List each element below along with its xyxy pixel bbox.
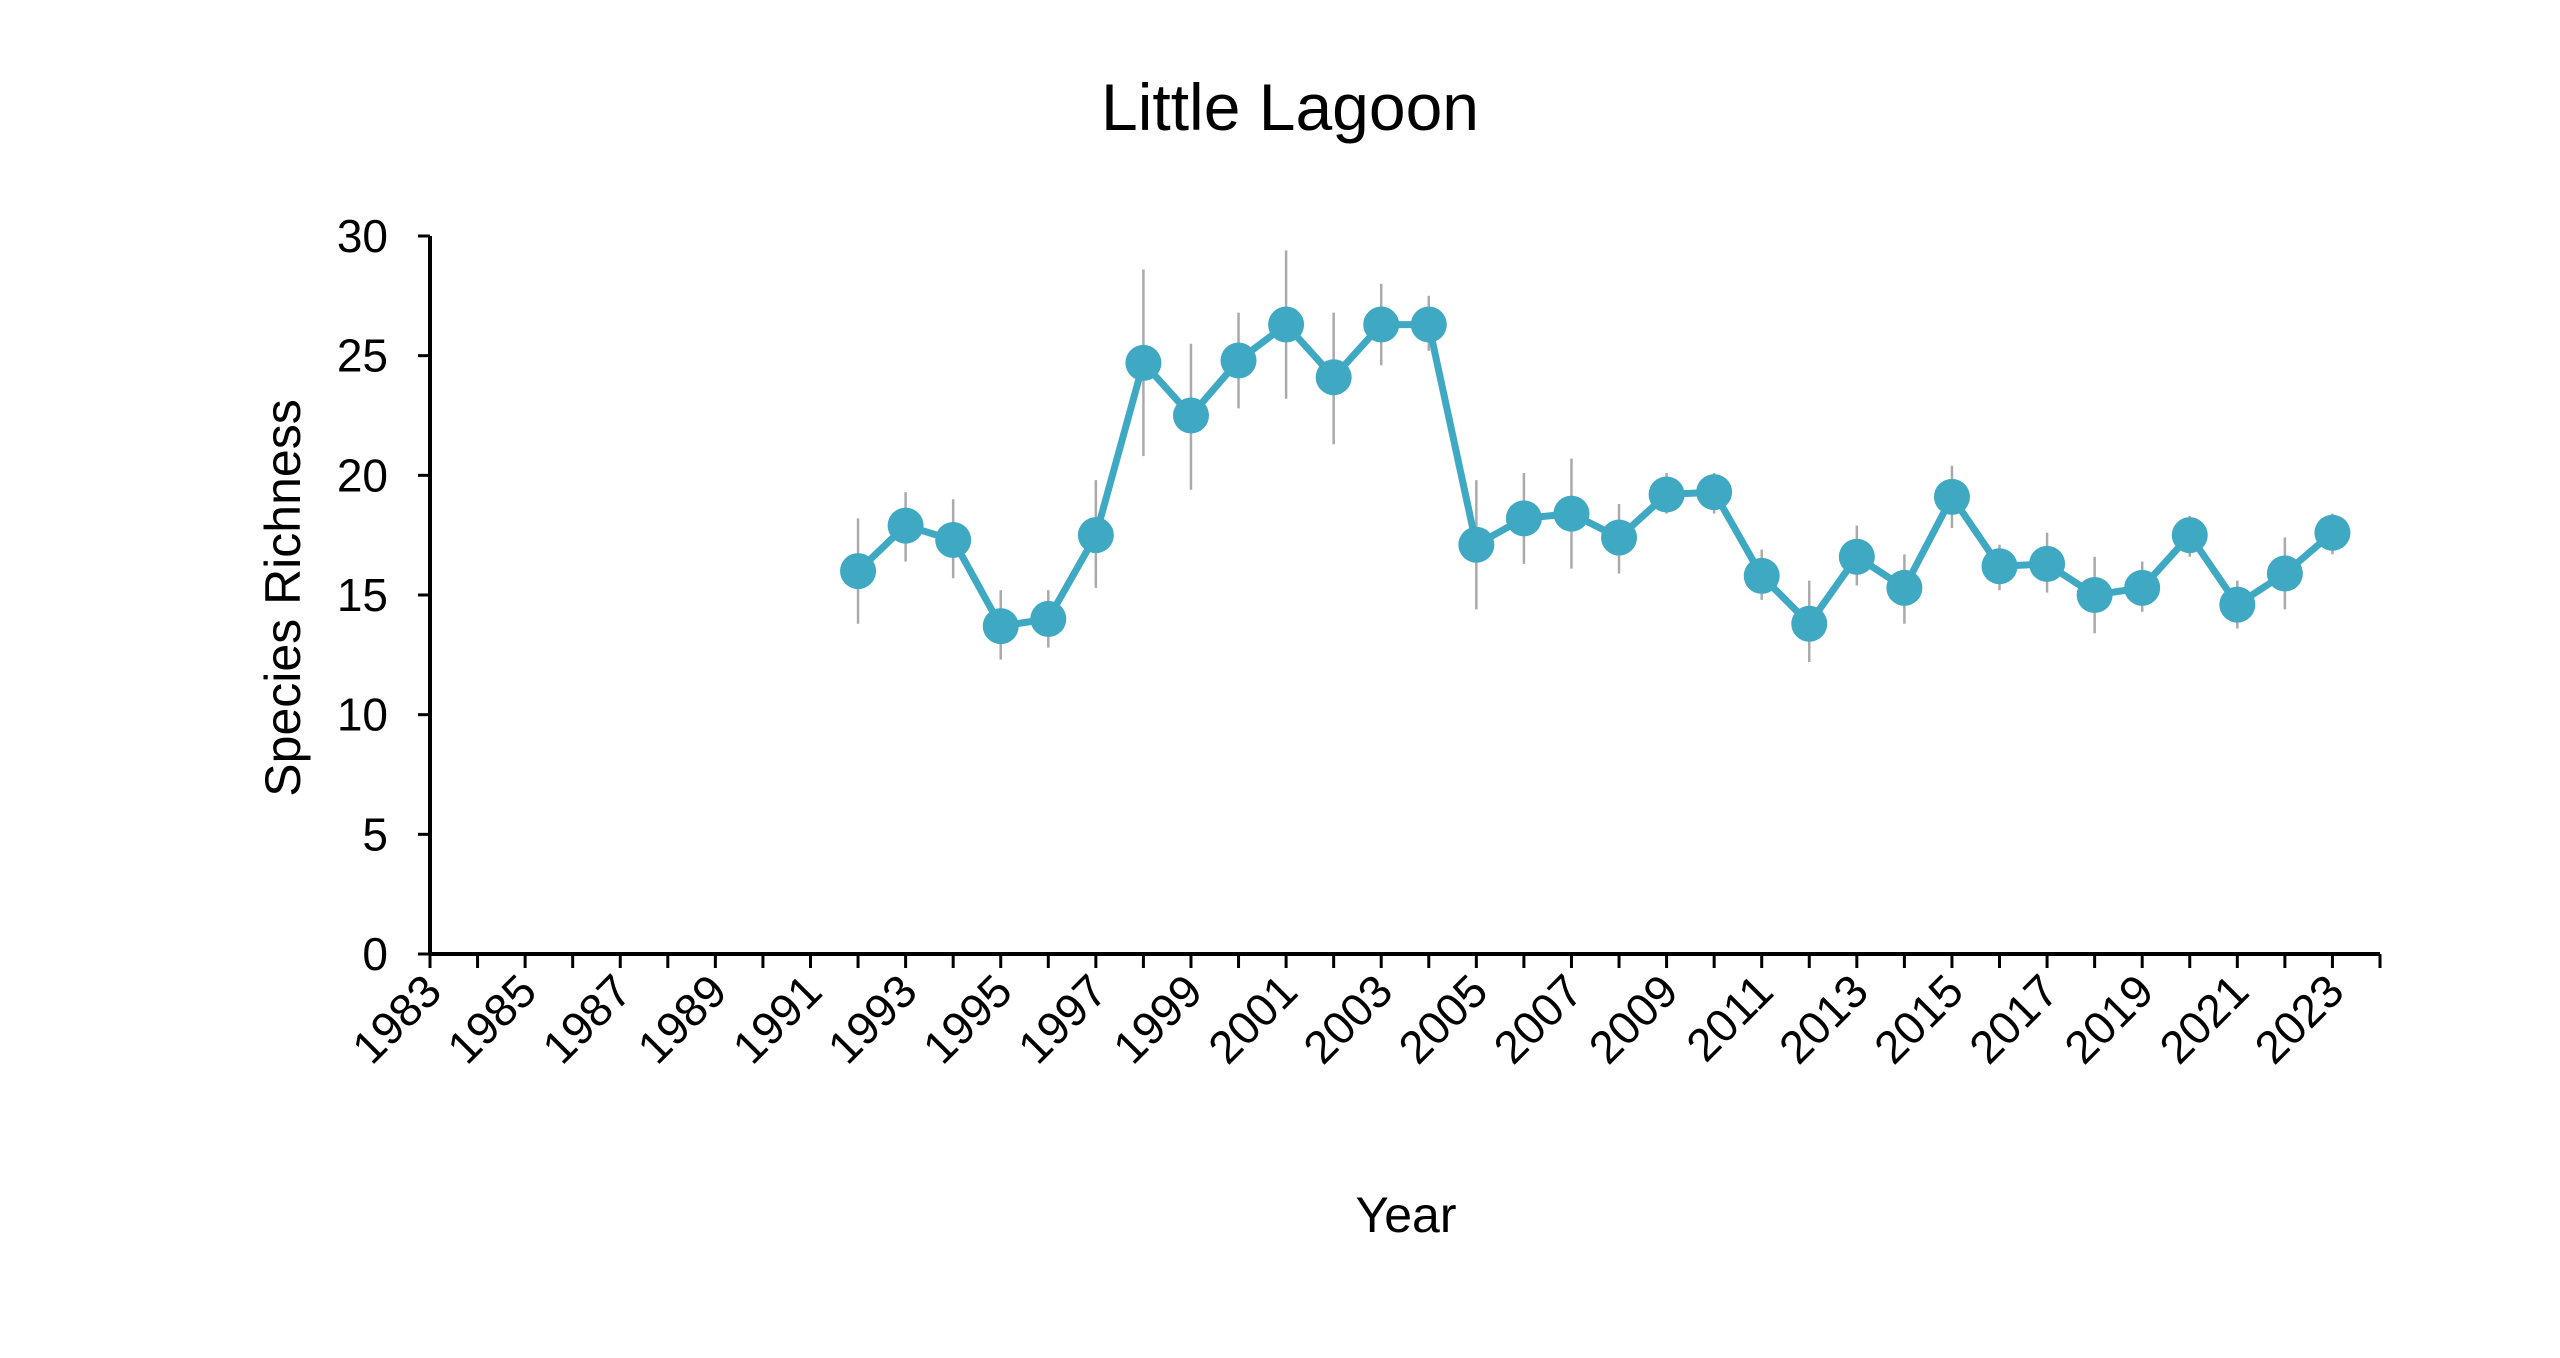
x-tick-label: 2023 xyxy=(2244,964,2353,1073)
data-point xyxy=(1410,306,1447,343)
x-tick-label: 1985 xyxy=(437,964,546,1073)
data-point xyxy=(1505,500,1542,537)
y-tick-label: 10 xyxy=(337,689,388,741)
data-point xyxy=(2314,514,2351,551)
series-lines xyxy=(854,321,2336,630)
y-tick-label: 20 xyxy=(337,449,388,501)
data-point xyxy=(1553,495,1590,532)
data-point xyxy=(1601,519,1638,556)
x-tick-label: 2017 xyxy=(1959,964,2068,1073)
y-tick-label: 0 xyxy=(362,928,388,980)
data-point xyxy=(2076,577,2113,613)
x-tick-label: 1995 xyxy=(913,964,1022,1073)
data-point xyxy=(2029,545,2066,582)
data-point xyxy=(1933,478,1970,515)
data-point xyxy=(1220,342,1257,379)
x-tick-label: 2011 xyxy=(1676,964,1783,1071)
data-point xyxy=(1363,306,1400,343)
data-point xyxy=(1981,548,2018,585)
y-tick-label: 5 xyxy=(362,808,388,860)
data-point xyxy=(2266,555,2303,592)
x-tick-label: 2007 xyxy=(1483,964,1592,1073)
series-line xyxy=(854,321,2336,630)
data-point xyxy=(1172,397,1209,434)
y-axis-label: Species Richness xyxy=(255,399,311,796)
data-point xyxy=(1696,474,1733,511)
data-point xyxy=(935,521,972,558)
data-point xyxy=(1743,557,1780,594)
x-tick-label: 1993 xyxy=(818,964,927,1073)
x-tick-label: 1989 xyxy=(627,964,736,1073)
data-point xyxy=(840,553,877,590)
x-tick-label: 2003 xyxy=(1293,964,1402,1073)
data-point xyxy=(887,507,924,544)
data-point xyxy=(1648,476,1685,513)
x-tick-label: 2013 xyxy=(1769,964,1878,1073)
data-point xyxy=(1315,359,1352,396)
data-point xyxy=(1791,605,1828,642)
data-point xyxy=(1458,526,1495,563)
x-tick-label: 2005 xyxy=(1388,964,1497,1073)
x-tick-label: 1991 xyxy=(722,964,831,1073)
axes: 0 5 10 15 20 25 30 1983198519871989199119931995… xyxy=(337,210,2382,1073)
data-point xyxy=(2219,586,2256,623)
x-tick-label: 2001 xyxy=(1198,964,1307,1073)
x-tick-label: 1987 xyxy=(532,964,641,1073)
data-points xyxy=(840,306,2351,645)
data-point xyxy=(1268,306,1305,343)
data-point xyxy=(1838,538,1875,575)
y-tick-label: 30 xyxy=(337,210,388,262)
y-tick-label: 15 xyxy=(337,569,388,621)
x-tick-label: 2009 xyxy=(1579,964,1688,1073)
data-point xyxy=(1125,344,1162,381)
x-tick-label: 2019 xyxy=(2054,964,2163,1073)
data-point xyxy=(982,608,1019,645)
x-axis-label: Year xyxy=(1355,1187,1456,1243)
x-tick-label: 2015 xyxy=(1864,964,1973,1073)
y-tick-label: 25 xyxy=(337,330,388,382)
x-tick-label: 1997 xyxy=(1008,964,1117,1073)
chart-title: Little Lagoon xyxy=(1101,70,1479,144)
data-point xyxy=(1886,569,1923,606)
data-point xyxy=(1030,600,1067,637)
x-tick-label: 1999 xyxy=(1103,964,1212,1073)
x-tick-label: 1983 xyxy=(342,964,451,1073)
data-point xyxy=(1077,517,1114,554)
data-point xyxy=(2171,517,2208,554)
x-tick-label: 2021 xyxy=(2149,964,2258,1073)
data-point xyxy=(2124,569,2161,606)
